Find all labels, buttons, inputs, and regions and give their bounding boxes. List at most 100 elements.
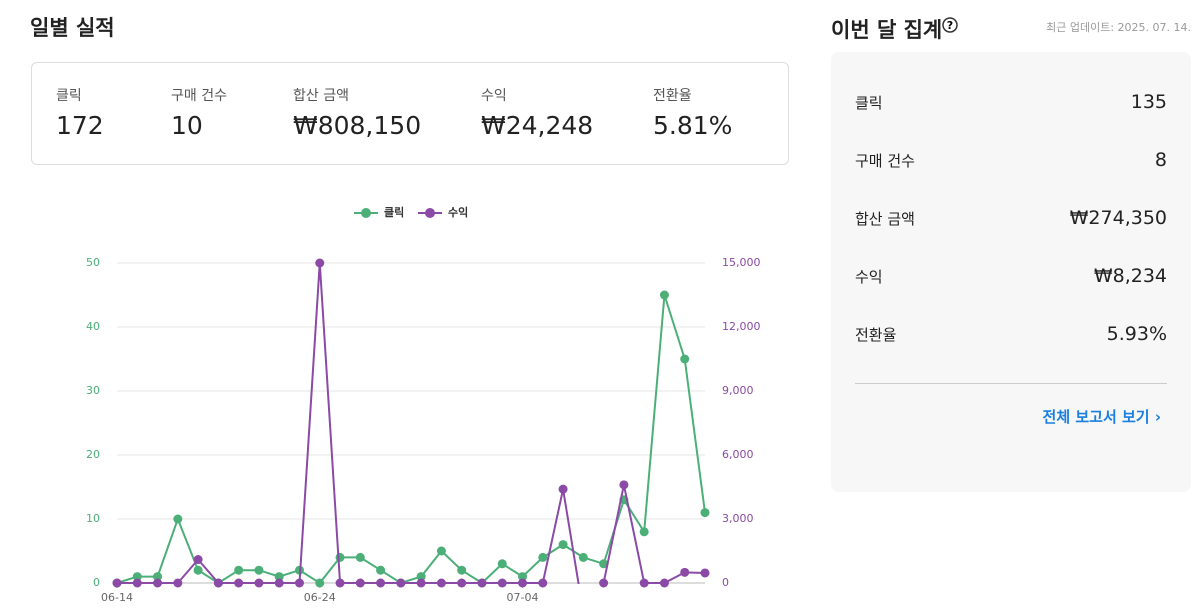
data-point [193,555,203,565]
row-value: 8 [1154,149,1167,171]
svg-text:?: ? [947,19,953,32]
y-tick-label: 30 [86,384,100,397]
section-title: 이번 달 집계 [831,18,943,42]
stat-value: 10 [171,111,203,140]
summary-panel: 전체 보고서 보기 › 클릭 135 구매 건수 8 합산 금액 ₩274,350 수익 ₩8… [831,52,1191,492]
section-title: 일별 실적 [30,16,115,40]
series-line [117,262,706,584]
data-point [700,568,710,578]
stats-box: 클릭 172 구매 건수 10 합산 금액 ₩808,150 수익 ₩24,248 전환율 5.8… [31,62,789,165]
row-label: 전환율 [855,325,897,344]
data-point [315,258,325,268]
y2-tick-label: 0 [722,576,729,589]
data-point [436,578,446,588]
data-point [639,527,649,537]
data-point [274,578,284,588]
stat-value: 5.81% [653,111,733,140]
data-point [659,290,669,300]
data-point [558,484,568,494]
x-tick-label: 06-24 [304,591,336,604]
stat-value: ₩808,150 [293,111,422,140]
y2-tick-label: 12,000 [722,320,761,333]
y2-tick-label: 6,000 [722,448,754,461]
data-point [416,572,426,582]
data-point [153,578,163,588]
data-point [396,578,406,588]
legend-label: 클릭 [384,206,404,219]
data-point [518,578,528,588]
data-point [254,565,264,575]
help-icon[interactable]: ? [941,16,959,34]
stat-label: 구매 건수 [171,88,227,104]
stat-label: 클릭 [56,88,82,104]
data-point [599,578,609,588]
data-point [578,552,588,562]
summary-row: 클릭 135 [855,87,1167,117]
data-point [497,578,507,588]
data-point [132,578,142,588]
row-label: 클릭 [855,93,883,112]
data-point [355,578,365,588]
data-point [457,578,467,588]
x-tick-label: 07-04 [507,591,539,604]
stat-value: ₩24,248 [481,111,594,140]
summary-row: 구매 건수 8 [855,145,1167,175]
y-tick-label: 40 [86,320,100,333]
stat-value: 172 [56,111,104,140]
row-value: ₩274,350 [1069,207,1167,229]
data-point [700,508,710,518]
updated-date: 최근 업데이트: 2025. 07. 14. [1046,21,1191,34]
stat-label: 전환율 [653,88,692,104]
divider [855,383,1167,384]
data-point [680,567,690,577]
data-point [376,578,386,588]
summary-row: 전환율 5.93% [855,319,1167,349]
data-point [416,578,426,588]
data-point [274,572,284,582]
data-point [558,540,568,550]
link-text: 전체 보고서 보기 [1042,408,1150,426]
y2-tick-label: 3,000 [722,512,754,525]
row-value: 5.93% [1106,323,1167,345]
y-tick-label: 50 [86,256,100,269]
summary-row: 수익 ₩8,234 [855,261,1167,291]
stat-label: 수익 [481,88,507,104]
report-link[interactable]: 전체 보고서 보기 › [1042,408,1161,426]
stat: 구매 건수 10 [171,85,227,140]
data-point [173,578,183,588]
series-line [116,294,706,584]
row-label: 수익 [855,267,883,286]
y2-tick-label: 15,000 [722,256,761,269]
data-point [335,578,345,588]
data-point [213,578,223,588]
data-point [335,552,345,562]
row-value: ₩8,234 [1093,265,1167,287]
data-point [639,578,649,588]
stat: 합산 금액 ₩808,150 [293,85,421,140]
row-label: 구매 건수 [855,151,915,170]
data-point [153,572,163,582]
data-point [376,565,386,575]
chart: 0 10 20 30 40 50 0 3,000 6,000 9,000 12,000 15,000 0… [86,206,761,604]
data-point [457,565,467,575]
legend-dot [361,208,371,218]
data-point [599,559,609,569]
data-point [436,546,446,556]
y-tick-label: 0 [93,576,100,589]
data-point [659,578,669,588]
data-point [193,565,203,575]
stat: 클릭 172 [56,85,104,140]
data-point [254,578,264,588]
y-tick-label: 20 [86,448,100,461]
legend-label: 수익 [448,206,468,219]
data-point [294,578,304,588]
y2-tick-label: 9,000 [722,384,754,397]
data-point [132,572,142,582]
row-label: 합산 금액 [855,209,915,228]
data-point [234,565,244,575]
data-point [538,552,548,562]
y-tick-label: 10 [86,512,100,525]
stat-label: 합산 금액 [293,88,349,104]
data-point [234,578,244,588]
